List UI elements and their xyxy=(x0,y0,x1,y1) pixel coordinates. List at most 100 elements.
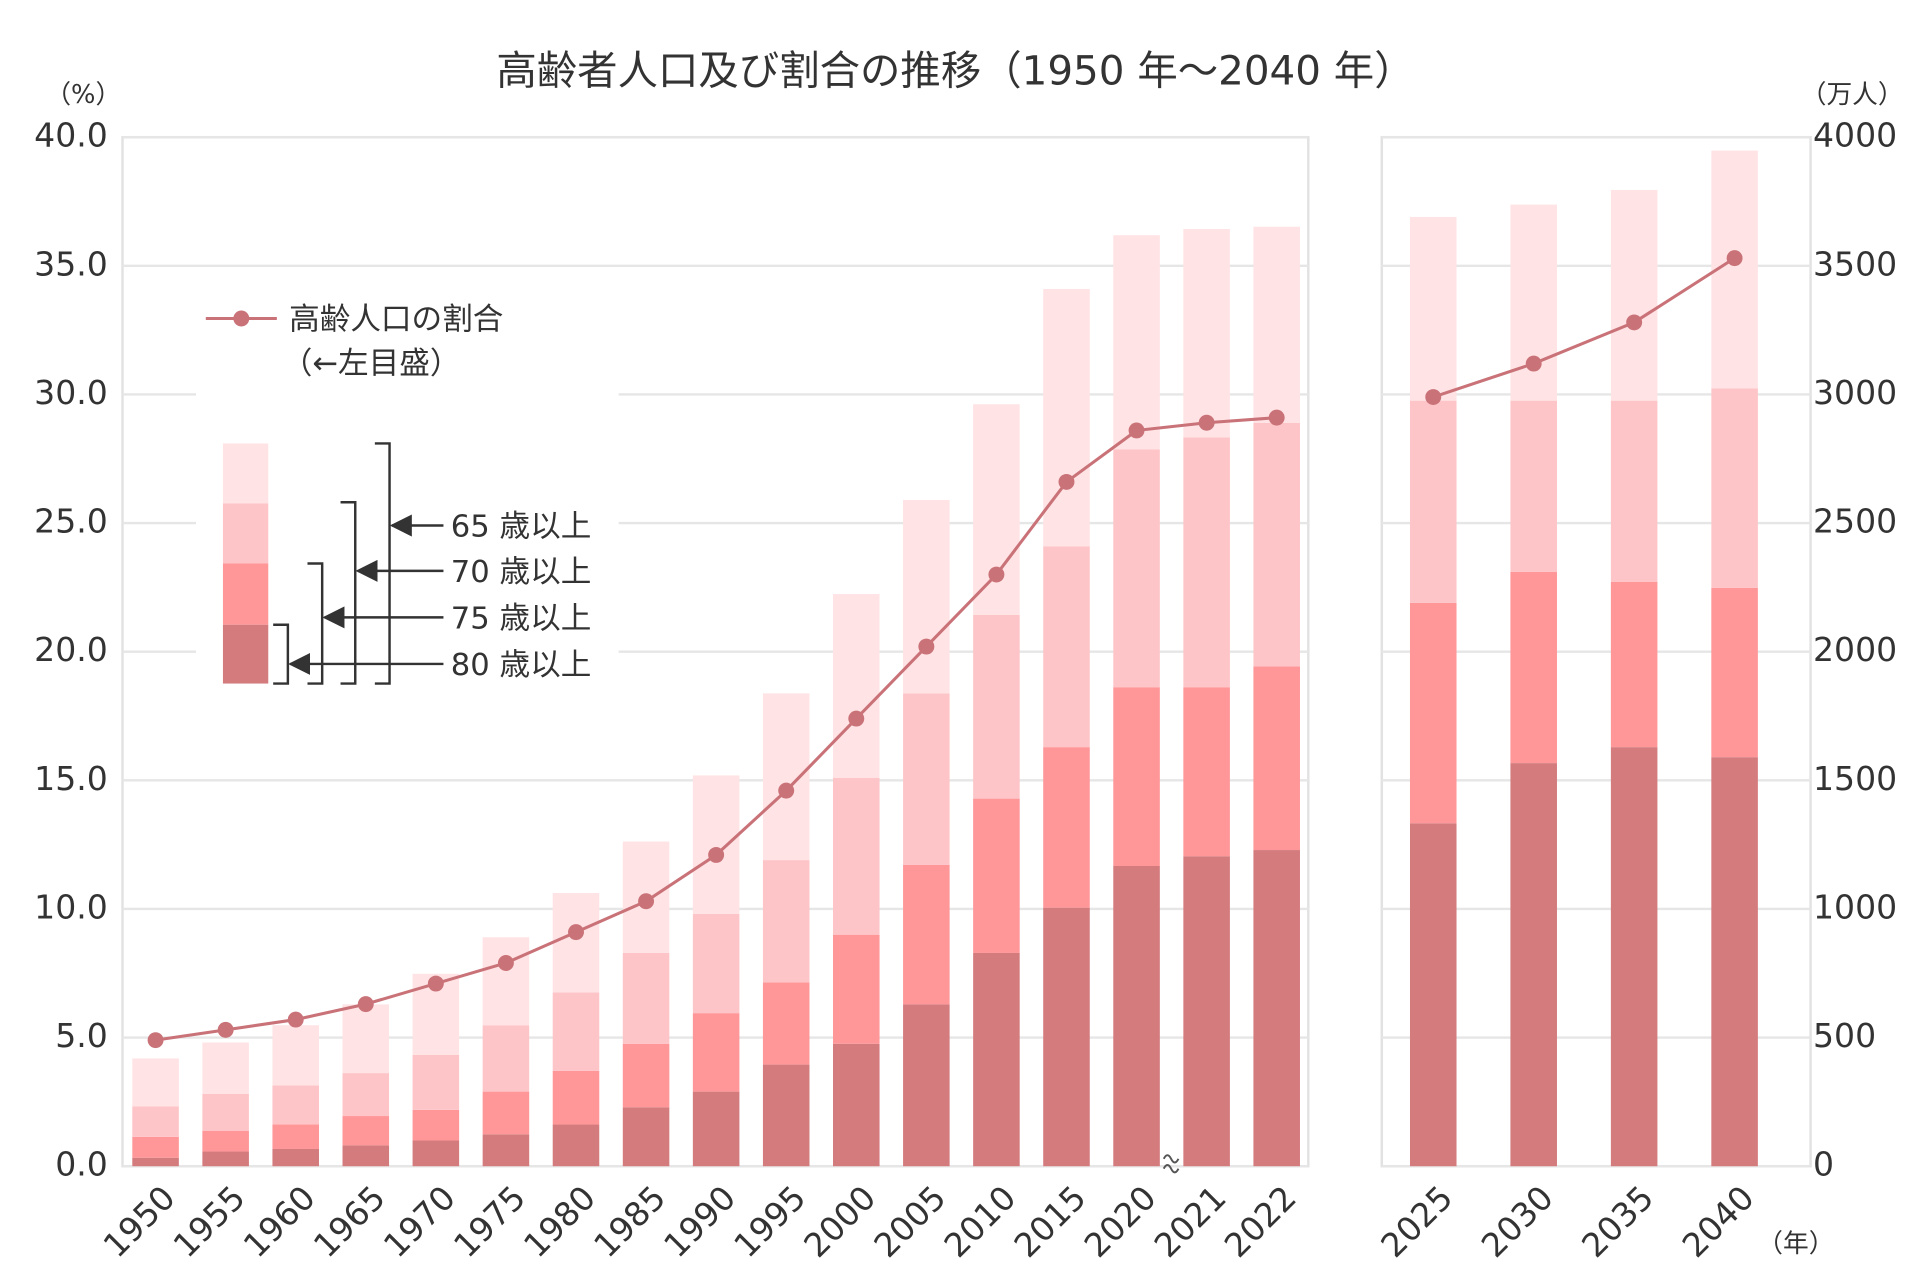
bar-segment xyxy=(272,1025,319,1086)
bar-segment xyxy=(412,1140,460,1167)
bar-segment xyxy=(1253,226,1300,423)
x-tick-label: 2021 xyxy=(1147,1178,1234,1265)
x-tick-label: 2025 xyxy=(1373,1178,1460,1265)
bar-segment xyxy=(272,1124,319,1149)
bar-segment xyxy=(412,1109,460,1141)
bar-segment xyxy=(482,1025,530,1092)
line-marker xyxy=(357,996,374,1013)
bar-segment xyxy=(1253,666,1300,851)
bar-segment xyxy=(973,404,1020,615)
x-tick-label: 1985 xyxy=(586,1178,673,1265)
bar-segment xyxy=(552,1124,600,1167)
break-mark xyxy=(1162,1164,1180,1174)
bar-segment xyxy=(1183,687,1230,857)
y2-tick-label: 2500 xyxy=(1813,502,1897,541)
legend-label: 75 歳以上 xyxy=(451,601,592,636)
bar-segment xyxy=(1043,747,1090,908)
bar-segment xyxy=(132,1136,179,1158)
bar-segment xyxy=(1043,546,1090,748)
line-marker xyxy=(147,1032,164,1049)
chart-title: 高齢者人口及び割合の推移（1950 年～2040 年） xyxy=(496,47,1414,95)
x-tick-label: 2040 xyxy=(1675,1178,1762,1265)
legend-label: 65 歳以上 xyxy=(451,509,592,544)
bar-segment xyxy=(1253,422,1300,667)
bar-segment xyxy=(1409,400,1457,603)
bar-segment xyxy=(1113,687,1160,866)
bar-segment xyxy=(833,1043,880,1167)
bar-segment xyxy=(552,893,600,993)
bar-segment xyxy=(342,1004,390,1074)
bar-segment xyxy=(903,864,950,1005)
line-marker xyxy=(988,566,1005,583)
bar-segment xyxy=(973,952,1020,1167)
line-marker xyxy=(1425,389,1442,405)
bracket xyxy=(273,623,290,685)
bar-segment xyxy=(132,1157,179,1167)
legend-note: （←左目盛） xyxy=(282,347,461,382)
bracket xyxy=(340,501,357,685)
x-axis-unit: （年） xyxy=(1757,1229,1834,1259)
x-tick-label: 2015 xyxy=(1006,1178,1093,1265)
bar-segment xyxy=(552,1070,600,1125)
bar-segment xyxy=(903,1004,950,1167)
bar-segment xyxy=(1610,747,1658,1167)
x-tick-label: 1970 xyxy=(376,1178,463,1265)
line-marker xyxy=(568,924,584,941)
x-tick-label: 2005 xyxy=(866,1178,953,1265)
bar-segment xyxy=(1510,400,1557,572)
line-marker xyxy=(1626,314,1643,331)
line-marker xyxy=(427,975,444,992)
legend-brackets xyxy=(273,442,444,685)
x-tick-label: 2020 xyxy=(1077,1178,1164,1265)
y2-tick-label: 500 xyxy=(1813,1016,1876,1055)
legend-label: 80 歳以上 xyxy=(451,648,592,683)
line-marker xyxy=(1058,473,1075,490)
bar-segment xyxy=(1610,400,1658,582)
axis-break xyxy=(1162,1154,1180,1174)
bar-segment xyxy=(1183,856,1230,1167)
bar-segment xyxy=(1113,449,1160,688)
bar-segment xyxy=(1043,288,1090,547)
bar-segment xyxy=(1409,216,1457,401)
y2-tick-label: 2000 xyxy=(1813,630,1897,669)
bar-segment xyxy=(692,1091,740,1167)
bar-segment xyxy=(762,982,810,1065)
bar-segment xyxy=(1510,571,1557,764)
bar-segment xyxy=(1711,757,1758,1167)
bar-segment xyxy=(973,614,1020,799)
bar-segment xyxy=(482,937,530,1026)
line-marker xyxy=(287,1011,304,1028)
bar-segment xyxy=(903,693,950,865)
x-tick-label: 2010 xyxy=(936,1178,1023,1265)
y2-tick-label: 1500 xyxy=(1813,759,1897,798)
bracket xyxy=(307,562,324,685)
x-tick-label: 1975 xyxy=(446,1178,533,1265)
bar-segment xyxy=(202,1130,249,1152)
legend-label: 70 歳以上 xyxy=(451,555,592,590)
y2-axis-unit: （万人） xyxy=(1801,80,1904,110)
x-tick-label: 1960 xyxy=(236,1178,323,1265)
bar-segment xyxy=(762,1064,810,1167)
line-marker xyxy=(217,1021,234,1038)
bar-segment xyxy=(202,1042,249,1094)
bar-segment xyxy=(1510,763,1557,1167)
bar-segment xyxy=(692,1013,740,1092)
y-tick-label: 40.0 xyxy=(34,116,108,155)
bar-segment xyxy=(973,798,1020,953)
line-marker xyxy=(1268,409,1285,426)
x-tick-label: 1955 xyxy=(166,1178,253,1265)
bar-segment xyxy=(622,1043,670,1108)
line-marker xyxy=(1128,422,1145,439)
x-tick-label: 1980 xyxy=(516,1178,603,1265)
line-marker xyxy=(918,638,935,655)
bar-segment xyxy=(482,1134,530,1167)
y-tick-label: 0.0 xyxy=(55,1145,108,1184)
y-tick-label: 35.0 xyxy=(34,244,108,283)
bar-segment xyxy=(412,1054,460,1110)
x-tick-label: 2030 xyxy=(1474,1178,1561,1265)
x-tick-label: 1995 xyxy=(726,1178,813,1265)
y2-tick-label: 3000 xyxy=(1813,373,1897,412)
bar-segment xyxy=(1711,587,1758,758)
bar-segment xyxy=(272,1148,319,1167)
line-marker xyxy=(638,893,655,910)
